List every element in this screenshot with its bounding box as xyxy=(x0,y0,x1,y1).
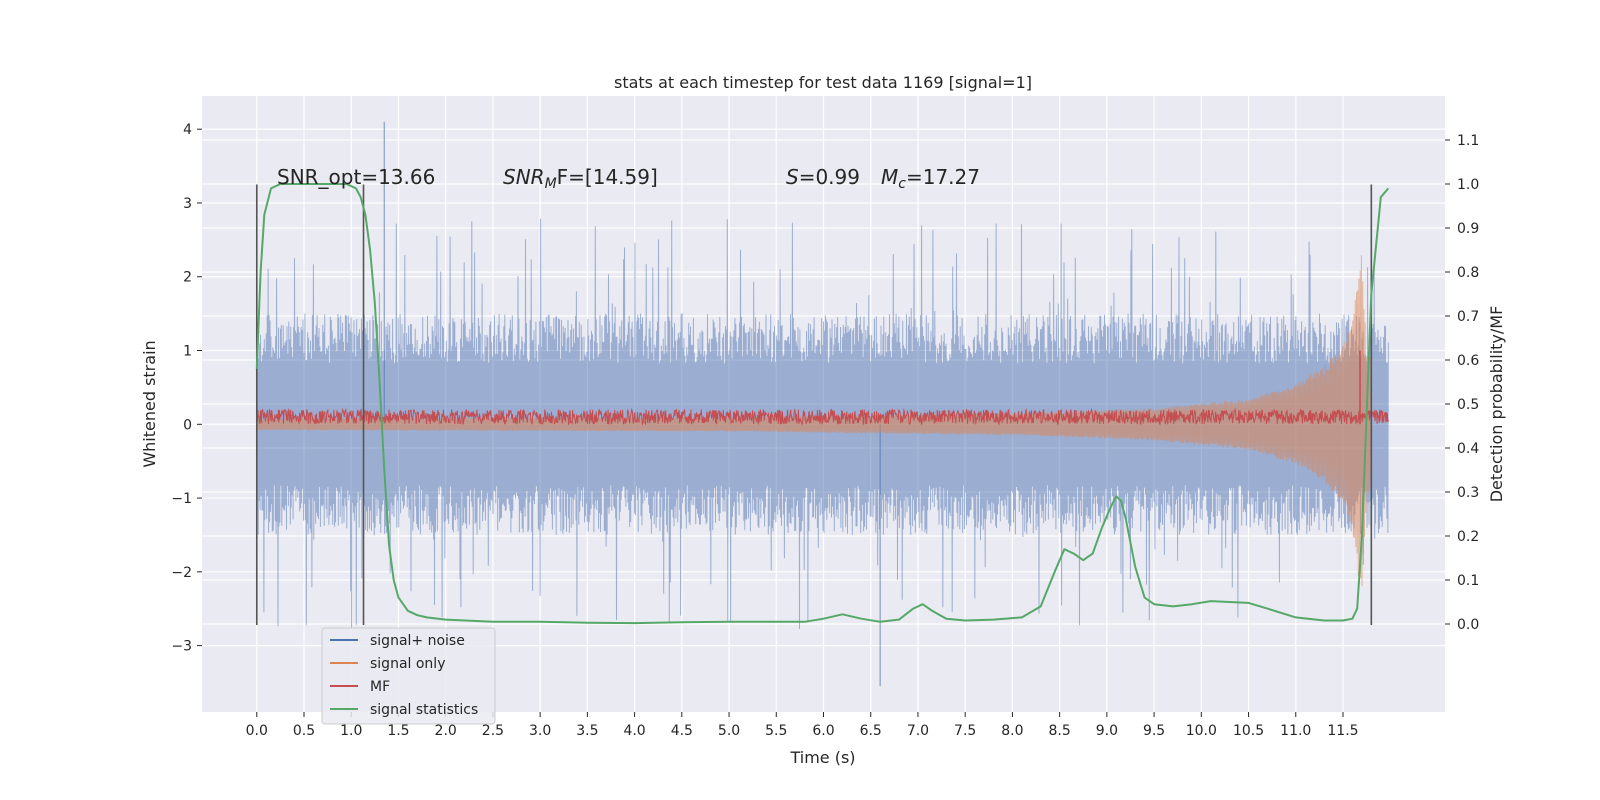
x-tick-label: 7.0 xyxy=(907,723,929,739)
series-signal-noise xyxy=(256,218,1389,630)
legend-label-signal-statistics: signal statistics xyxy=(370,702,478,718)
snr-mf-rest: F=[14.59] xyxy=(557,165,658,189)
x-tick-label: 9.0 xyxy=(1096,723,1118,739)
y-left-tick-label: 3 xyxy=(183,196,192,212)
x-tick-label: 0.0 xyxy=(246,723,268,739)
x-tick-label: 3.5 xyxy=(576,723,598,739)
x-tick-label: 10.0 xyxy=(1186,723,1217,739)
y-right-tick-label: 1.1 xyxy=(1457,133,1479,149)
annotation-snr-mf: SNRMF=[14.59] xyxy=(503,165,658,192)
x-tick-label: 4.5 xyxy=(671,723,693,739)
legend-box xyxy=(321,627,496,725)
annotation-mc: Mc=17.27 xyxy=(881,165,980,192)
y-left-axis-label: Whitened strain xyxy=(140,340,159,467)
series-signal-statistics xyxy=(255,183,1390,625)
x-tick-label: 6.0 xyxy=(812,723,834,739)
y-right-ticks: 1.1 1.0 0.9 0.8 0.7 0.6 0.5 0.4 0.3 0.2 0.1 0.0 xyxy=(1445,133,1479,633)
mc-val: =17.27 xyxy=(906,165,980,189)
snr-mf-main: SNR xyxy=(503,165,545,189)
x-tick-label: 3.0 xyxy=(529,723,551,739)
x-tick-label: 2.5 xyxy=(482,723,504,739)
x-tick-label: 11.0 xyxy=(1280,723,1311,739)
s-var: S xyxy=(786,165,799,189)
x-tick-label: 2.0 xyxy=(435,723,457,739)
s-val: =0.99 xyxy=(799,165,860,189)
y-right-tick-label: 0.7 xyxy=(1457,309,1479,325)
x-tick-label: 8.5 xyxy=(1048,723,1070,739)
y-right-tick-label: 0.9 xyxy=(1457,221,1479,237)
x-tick-label: 6.5 xyxy=(860,723,882,739)
legend-label-mf: MF xyxy=(370,679,390,695)
y-left-tick-label: −2 xyxy=(171,565,192,581)
x-tick-label: 4.0 xyxy=(623,723,645,739)
y-left-ticks: 4 3 2 1 0 −1 −2 −3 xyxy=(171,122,202,655)
x-tick-label: 5.5 xyxy=(765,723,787,739)
annotation-s: S=0.99 xyxy=(786,165,860,189)
y-right-tick-label: 0.3 xyxy=(1457,485,1479,501)
x-axis-label: Time (s) xyxy=(789,748,855,767)
y-right-tick-label: 0.2 xyxy=(1457,529,1479,545)
legend-label-signal-noise: signal+ noise xyxy=(370,633,465,649)
x-tick-label: 9.5 xyxy=(1143,723,1165,739)
x-tick-label: 10.5 xyxy=(1233,723,1264,739)
chart-title: stats at each timestep for test data 116… xyxy=(614,73,1032,92)
y-left-tick-label: −1 xyxy=(171,491,192,507)
x-tick-label: 8.0 xyxy=(1001,723,1023,739)
x-tick-label: 5.0 xyxy=(718,723,740,739)
y-left-tick-label: 1 xyxy=(183,344,192,360)
y-right-tick-label: 1.0 xyxy=(1457,177,1479,193)
x-ticks: 0.0 0.5 1.0 1.5 2.0 2.5 3.0 3.5 4.0 4.5 5.0 5.5 6.0 6… xyxy=(246,712,1359,739)
legend-label-signal-only: signal only xyxy=(370,656,445,672)
legend: signal+ noise signal only MF signal stat… xyxy=(321,627,496,725)
mc-sub: c xyxy=(898,176,906,192)
y-left-tick-label: −3 xyxy=(171,639,192,655)
x-tick-label: 7.5 xyxy=(954,723,976,739)
y-right-tick-label: 0.0 xyxy=(1457,617,1479,633)
y-left-tick-label: 2 xyxy=(183,270,192,286)
y-right-tick-label: 0.5 xyxy=(1457,397,1479,413)
y-right-axis-label: Detection probability/MF xyxy=(1487,306,1506,503)
x-tick-label: 1.5 xyxy=(387,723,409,739)
annotation-snr-opt: SNR_opt=13.66 xyxy=(277,165,435,189)
y-right-tick-label: 0.1 xyxy=(1457,573,1479,589)
series-mf xyxy=(256,407,1389,426)
y-left-tick-label: 4 xyxy=(183,122,192,138)
y-right-tick-label: 0.8 xyxy=(1457,265,1479,281)
y-right-tick-label: 0.6 xyxy=(1457,353,1479,369)
y-right-tick-label: 0.4 xyxy=(1457,441,1479,457)
x-tick-label: 1.0 xyxy=(340,723,362,739)
x-tick-label: 11.5 xyxy=(1327,723,1358,739)
y-left-tick-label: 0 xyxy=(183,417,192,433)
series-layer xyxy=(255,121,1390,687)
mc-var: M xyxy=(881,165,898,189)
x-tick-label: 0.5 xyxy=(293,723,315,739)
snr-mf-sub: M xyxy=(545,176,557,192)
